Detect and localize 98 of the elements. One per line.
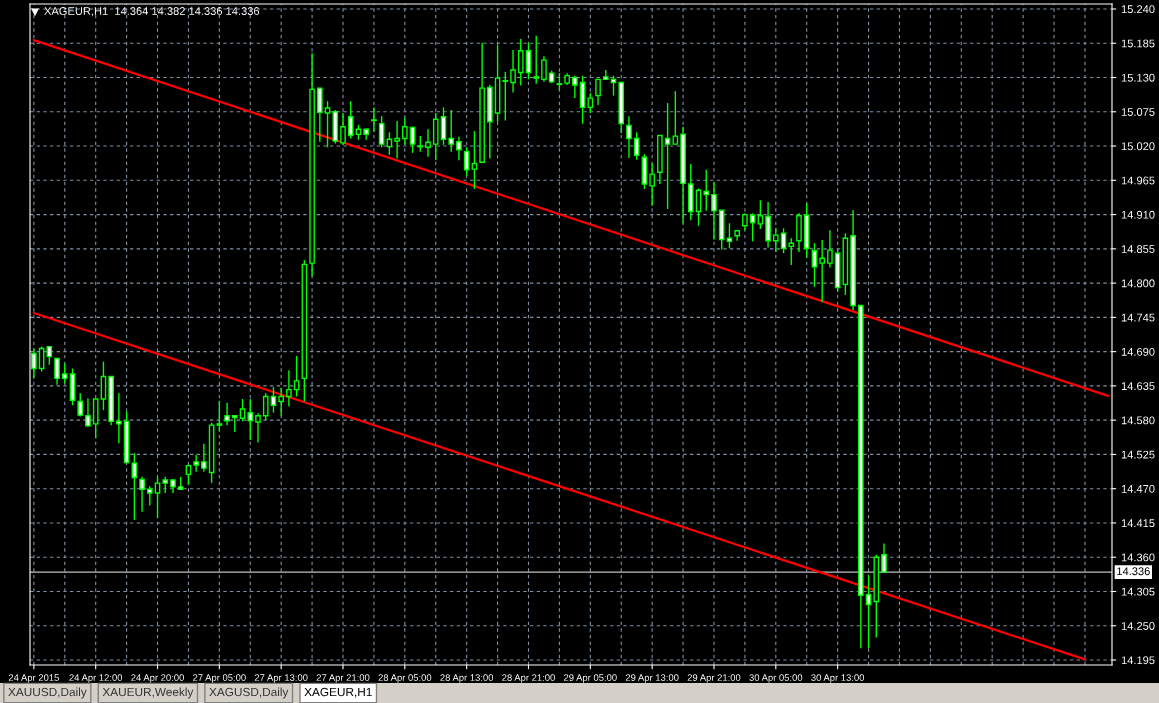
x-tick-label: 29 Apr 05:00 (564, 674, 617, 683)
x-tick-label: 30 Apr 05:00 (749, 674, 803, 683)
candlestick (54, 357, 60, 386)
x-tick-label: 28 Apr 21:00 (502, 674, 555, 683)
candlestick (587, 92, 594, 114)
text: XAGEUR,H1 (304, 687, 372, 698)
candlestick (286, 369, 292, 408)
y-tick-label: 14.360 (1121, 553, 1155, 562)
y-tick-label: 14.745 (1121, 313, 1155, 322)
candlestick (626, 115, 632, 159)
candlestick (572, 74, 578, 99)
candlestick (154, 476, 161, 519)
x-tick-label: 24 Apr 2015 (8, 674, 59, 683)
y-tick-label: 14.965 (1121, 176, 1155, 185)
candlestick (881, 542, 887, 573)
candlestick (772, 227, 779, 253)
candlestick (541, 55, 547, 83)
candlestick (61, 362, 68, 385)
candlestick (788, 237, 795, 266)
candlestick (116, 392, 122, 444)
x-tick-label: 29 Apr 21:00 (687, 674, 741, 683)
candlestick (270, 386, 277, 414)
candlestick (386, 131, 393, 156)
candlestick (502, 71, 509, 122)
candlestick (456, 136, 462, 162)
candlestick (231, 414, 238, 433)
candlestick (340, 112, 346, 146)
text: XAUUSD,Daily (8, 687, 87, 699)
candlestick (85, 397, 91, 428)
candlestick (811, 242, 818, 288)
y-tick-label: 14.470 (1121, 484, 1155, 493)
candlestick (757, 199, 764, 230)
candlestick (378, 115, 385, 148)
y-tick-label: 14.800 (1121, 279, 1155, 288)
candlestick (440, 106, 447, 146)
candlestick (185, 463, 192, 486)
y-tick-label: 15.075 (1121, 108, 1155, 116)
y-tick-label: 14.580 (1121, 416, 1155, 425)
x-tick-label: 28 Apr 05:00 (378, 674, 432, 683)
y-tick-label: 15.130 (1121, 73, 1155, 82)
y-tick-label: 14.415 (1121, 519, 1155, 528)
candlestick (139, 476, 145, 513)
y-tick-label: 14.635 (1121, 382, 1155, 391)
candlestick (247, 398, 254, 441)
candlestick (239, 398, 246, 423)
x-tick-label: 27 Apr 13:00 (254, 674, 308, 683)
x-tick-label: 28 Apr 13:00 (440, 674, 494, 683)
ref-line-label: 14.336 (1117, 567, 1150, 576)
text: XAUEUR,Weekly (102, 687, 194, 699)
y-tick-label: 15.240 (1121, 5, 1155, 14)
y-tick-label: 14.910 (1121, 210, 1155, 219)
candlestick (649, 162, 655, 207)
candlestick (262, 392, 269, 421)
candlestick (371, 106, 377, 133)
candlestick (633, 131, 640, 161)
candlestick (819, 239, 825, 303)
candlestick (293, 355, 300, 398)
x-tick-label: 24 Apr 20:00 (131, 674, 184, 683)
candlestick (595, 78, 601, 106)
y-tick-label: 15.185 (1121, 39, 1155, 48)
candlestick (278, 387, 284, 417)
candlestick (517, 38, 524, 87)
candlestick (224, 402, 230, 426)
candlestick (672, 90, 679, 146)
candlestick (533, 35, 540, 85)
chart-title: XAGEUR,H1 14.364 14.382 14.336 14.336 (44, 7, 260, 17)
candlestick (131, 452, 138, 521)
candlestick (711, 181, 717, 241)
y-tick-label: 15.020 (1121, 142, 1155, 151)
x-tick-label: 24 Apr 12:00 (69, 674, 123, 683)
candlestick (510, 49, 516, 94)
candlestick (664, 102, 671, 210)
candlestick (471, 130, 478, 190)
x-tick-label: 29 Apr 13:00 (625, 674, 679, 683)
candlestick (324, 100, 331, 148)
x-tick-label: 27 Apr 05:00 (193, 674, 246, 683)
x-tick-label: 27 Apr 21:00 (316, 674, 370, 683)
y-tick-label: 14.250 (1121, 622, 1155, 630)
candlestick (402, 116, 408, 146)
candlestick (394, 120, 400, 160)
x-tick-label: 30 Apr 13:00 (811, 674, 865, 683)
candlestick (425, 128, 431, 158)
text: XAGUSD,Daily (209, 687, 289, 699)
candlestick (347, 100, 354, 140)
candlestick (703, 169, 710, 212)
y-tick-label: 14.195 (1121, 656, 1155, 665)
y-tick-label: 14.690 (1121, 347, 1155, 356)
candlestick (255, 412, 261, 444)
candlestick (201, 443, 207, 473)
y-tick-label: 14.855 (1121, 245, 1155, 253)
candlestick (193, 454, 199, 473)
candlestick (216, 400, 223, 433)
candlestick (100, 360, 107, 411)
y-tick-label: 14.525 (1121, 450, 1155, 459)
candlestick (448, 109, 455, 153)
y-tick-label: 14.305 (1121, 587, 1155, 596)
candlestick (827, 229, 833, 269)
candlestick (146, 485, 153, 507)
